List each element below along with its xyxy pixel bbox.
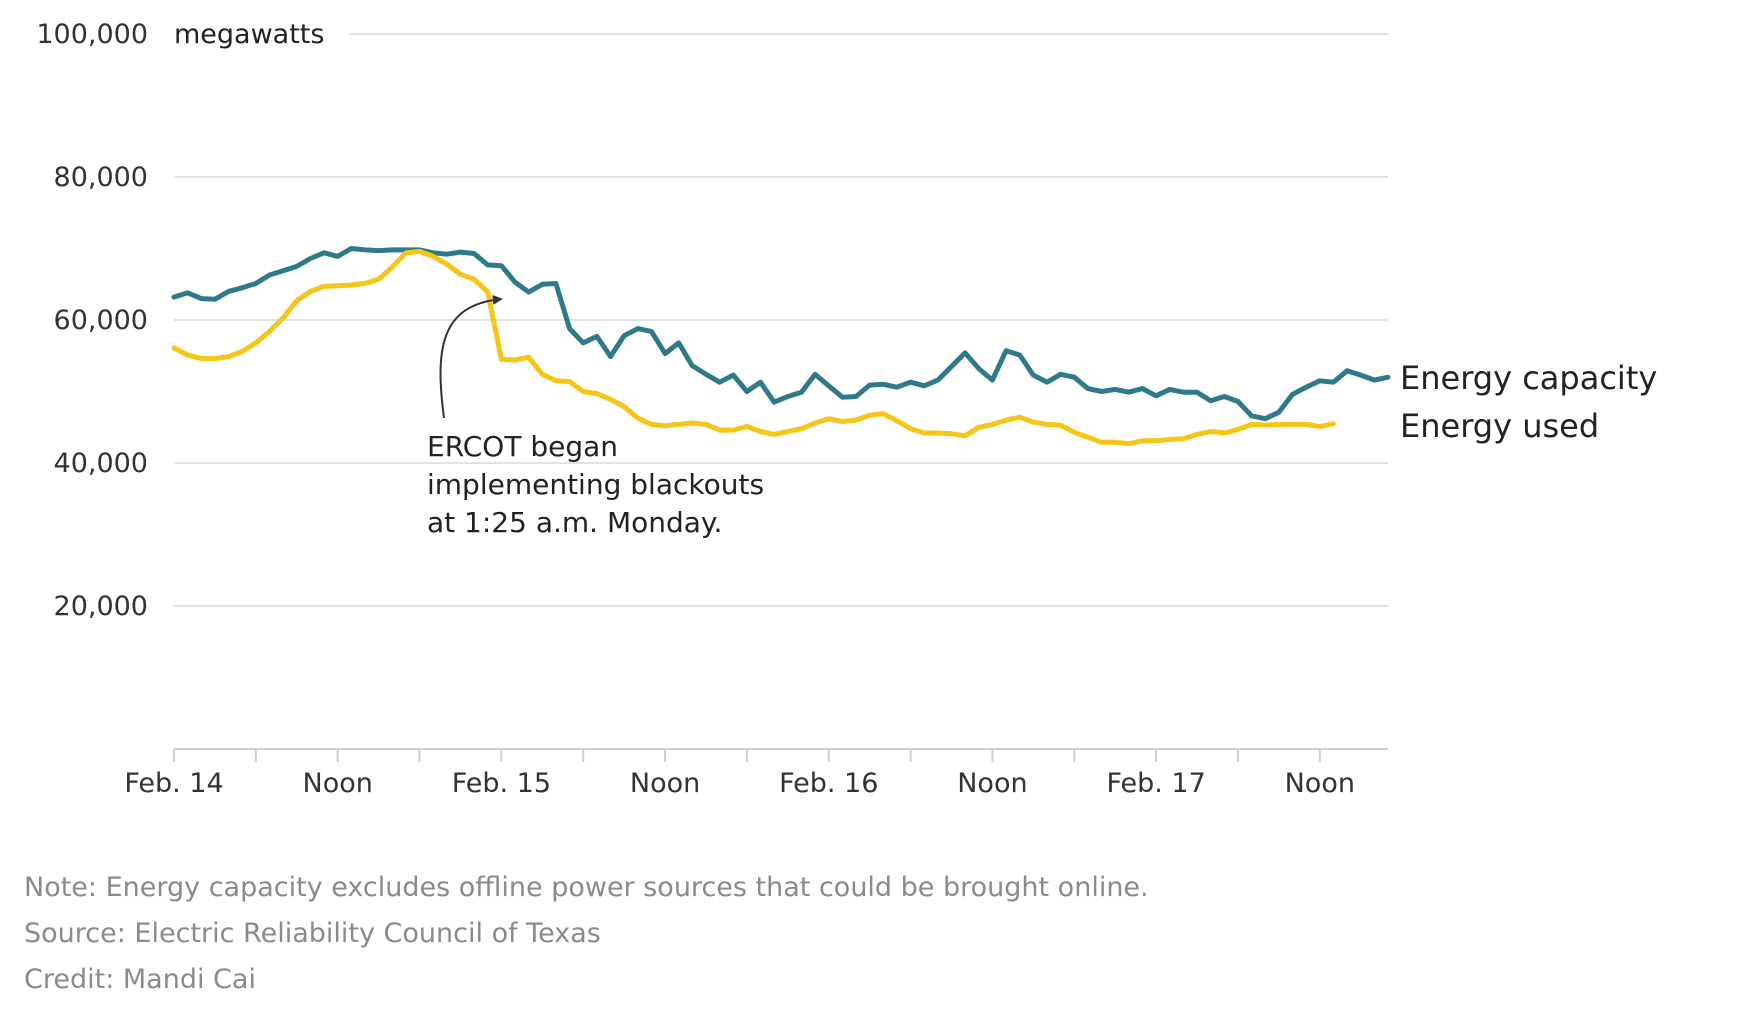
annotation-text-line: ERCOT began [427, 430, 618, 463]
series-line-energy-capacity [171, 246, 1391, 422]
x-tick-label: Noon [957, 768, 1027, 799]
x-tick-label: Feb. 17 [1106, 768, 1205, 799]
series-label-energy-used: Energy used [1400, 407, 1599, 445]
x-axis: Feb. 14 Noon Feb. 15 Noon Feb. 16 Noon Feb. 17… [124, 748, 1388, 799]
y-tick-label: 80,000 [54, 162, 148, 193]
unit-label: megawatts [174, 19, 324, 50]
series-lines: Energy capacity Energy used [171, 246, 1657, 447]
y-tick-label: 100,000 [36, 19, 148, 50]
footer-credit: Credit: Mandi Cai [24, 964, 256, 995]
y-tick-label: 60,000 [54, 305, 148, 336]
footer-source: Source: Electric Reliability Council of … [24, 918, 601, 949]
x-tick-label: Noon [1285, 768, 1355, 799]
x-tick-label: Noon [303, 768, 373, 799]
annotation-text-line: implementing blackouts [427, 468, 764, 501]
x-tick-label: Feb. 16 [779, 768, 878, 799]
y-tick-label: 20,000 [54, 591, 148, 622]
series-label-energy-capacity: Energy capacity [1400, 359, 1657, 397]
x-tick-label: Feb. 14 [124, 768, 223, 799]
series-line-energy-used [171, 248, 1336, 447]
gridlines: 20,000 40,000 60,000 80,000 100,000 megawatts [36, 19, 1388, 622]
y-tick-label: 40,000 [54, 448, 148, 479]
blackout-annotation: ERCOT began implementing blackouts at 1:25… [427, 294, 764, 539]
x-tick-label: Noon [630, 768, 700, 799]
annotation-text-line: at 1:25 a.m. Monday. [427, 506, 722, 539]
footer-note: Note: Energy capacity excludes offline p… [24, 872, 1149, 903]
x-tick-label: Feb. 15 [452, 768, 551, 799]
annotation-arrow [439, 294, 503, 419]
